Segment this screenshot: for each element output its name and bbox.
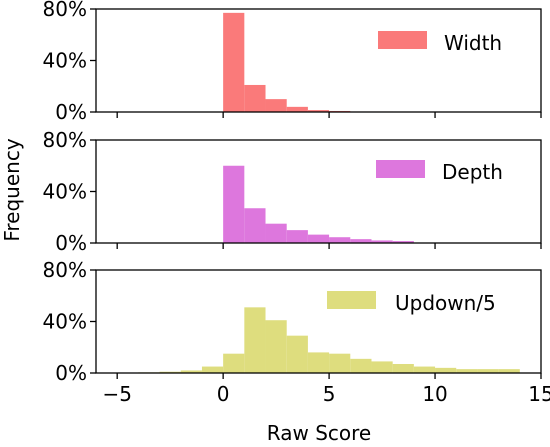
histogram-bar	[287, 230, 308, 243]
histogram-bar	[223, 166, 244, 243]
histogram-bar	[287, 107, 308, 112]
histogram-bar	[244, 307, 265, 373]
histogram-bar	[435, 368, 456, 373]
panels-layer: 0% 40% 80% Width 0% 40% 80% Depth 0% 40% 80% −5 0 5 10…	[43, 0, 550, 406]
panel-frame	[96, 9, 541, 112]
panel-frame	[96, 140, 541, 243]
histogram-bar	[393, 364, 414, 373]
histogram-bar	[308, 235, 329, 243]
x-axis-label: Raw Score	[267, 421, 371, 442]
y-tick-label: 40%	[43, 310, 87, 334]
panel-0: 0% 40% 80% Width	[43, 0, 541, 124]
x-tick-label: 5	[323, 382, 336, 406]
y-tick-label: 40%	[43, 49, 87, 73]
y-tick-label: 0%	[55, 231, 87, 255]
legend-label: Width	[444, 31, 502, 55]
y-tick-label: 80%	[43, 128, 87, 152]
histogram-bar	[244, 85, 265, 112]
legend-label: Depth	[442, 160, 503, 184]
y-tick-label: 80%	[43, 0, 87, 21]
histogram-bar	[266, 99, 287, 112]
y-axis-label: Frequency	[0, 138, 24, 241]
legend-swatch	[378, 31, 427, 49]
histogram-bar	[308, 352, 329, 373]
x-tick-label: 15	[528, 382, 550, 406]
histogram-bar	[202, 367, 223, 373]
histogram-bar	[223, 354, 244, 373]
x-tick-label: 10	[422, 382, 447, 406]
legend-swatch	[376, 160, 425, 178]
x-tick-label: −5	[102, 382, 131, 406]
y-tick-label: 0%	[55, 361, 87, 385]
histogram-bar	[329, 354, 350, 373]
histogram-bar	[244, 208, 265, 243]
y-tick-label: 0%	[55, 100, 87, 124]
histogram-bar	[266, 224, 287, 243]
x-tick-label: 0	[217, 382, 230, 406]
histogram-bar	[266, 320, 287, 373]
y-tick-label: 80%	[43, 258, 87, 282]
y-tick-label: 40%	[43, 180, 87, 204]
histogram-bar	[329, 237, 350, 243]
histogram-bar	[287, 336, 308, 373]
legend-swatch	[327, 291, 376, 309]
histogram-bar	[350, 359, 371, 373]
histogram-bar	[414, 367, 435, 373]
histogram-bar	[223, 13, 244, 112]
panel-1: 0% 40% 80% Depth	[43, 128, 541, 255]
histogram-bar	[371, 361, 392, 373]
legend-label: Updown/5	[395, 291, 496, 315]
panel-2: 0% 40% 80% −5 0 5 10 15 Updown/5	[43, 258, 550, 406]
